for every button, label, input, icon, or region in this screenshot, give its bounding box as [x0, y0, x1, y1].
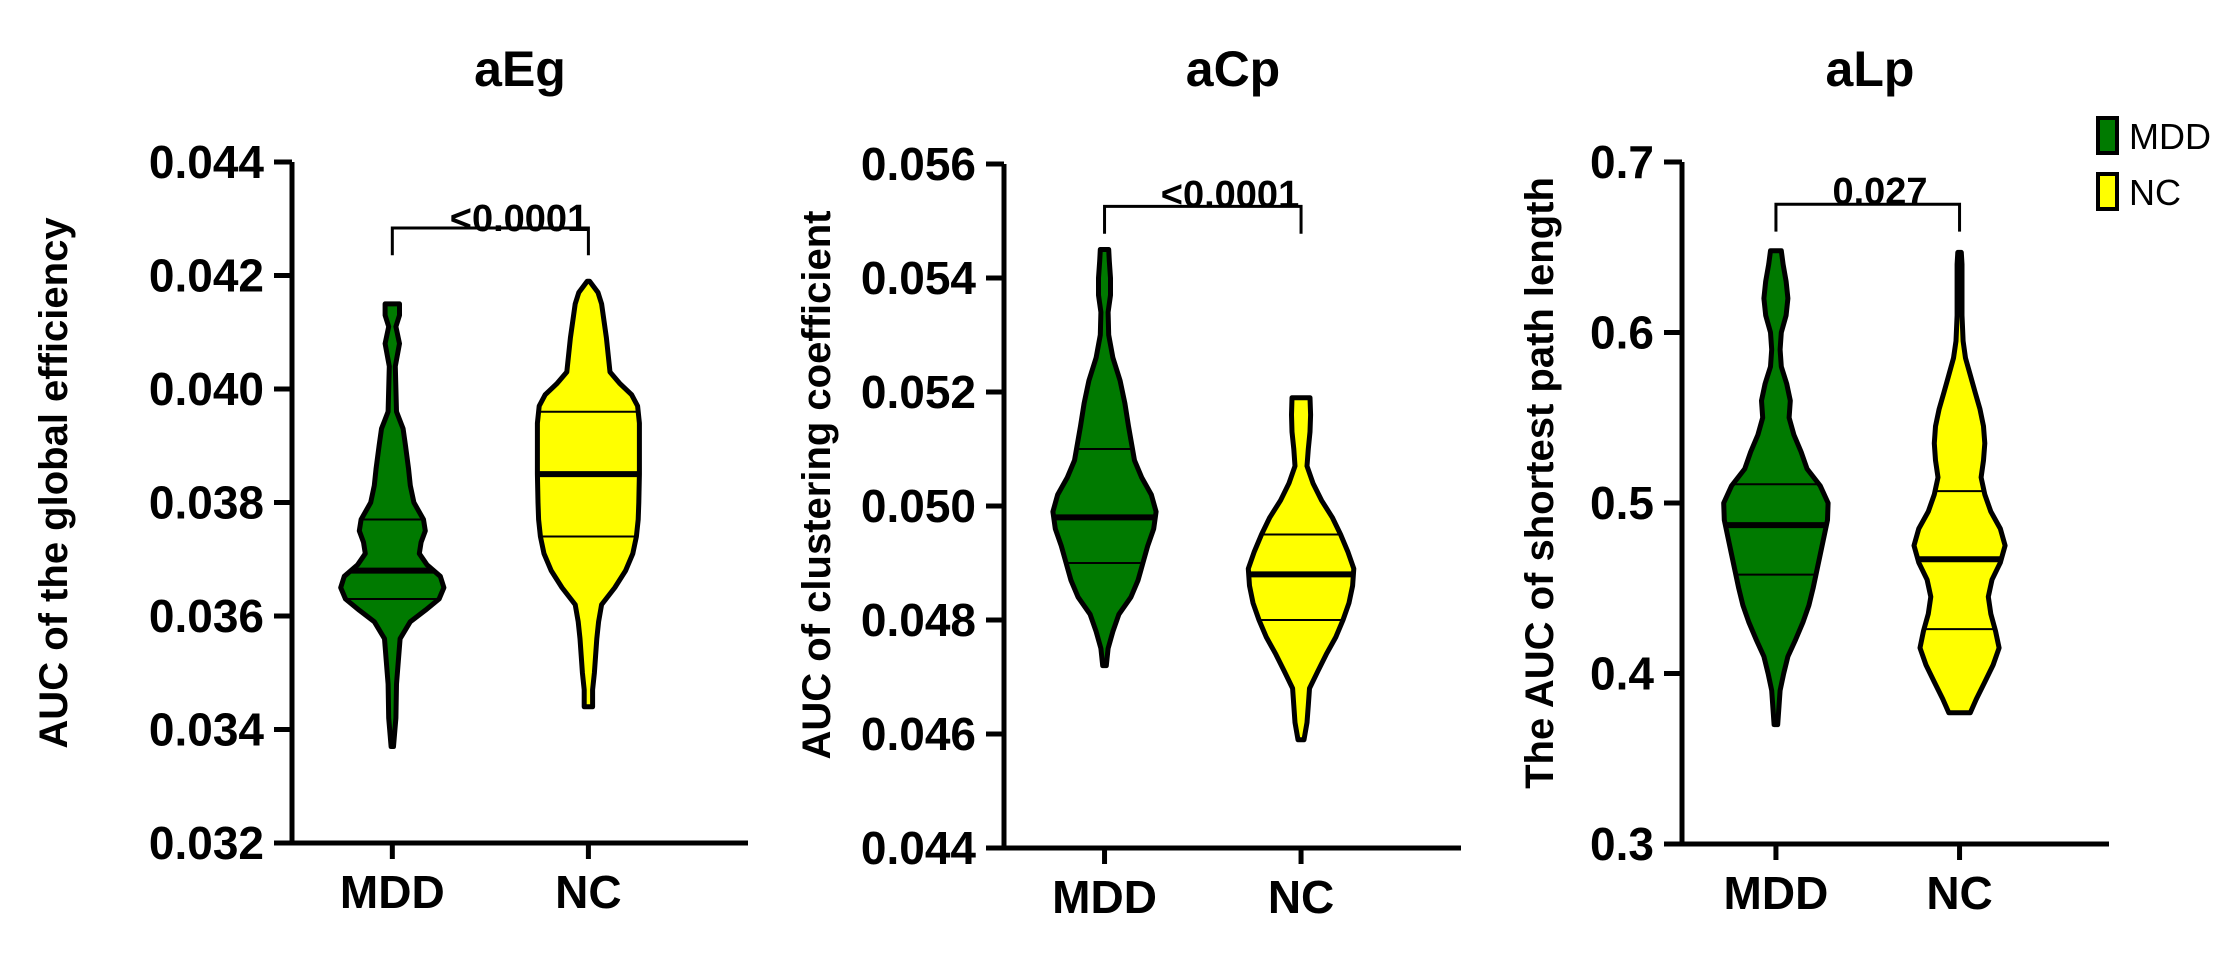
significance-bracket: [1774, 202, 1962, 232]
x-tick-label: NC: [1268, 871, 1334, 923]
y-axis-label: AUC of the global efficiency: [32, 217, 76, 749]
y-tick-label: 0.050: [861, 480, 976, 532]
y-tick-label: 0.044: [149, 136, 265, 188]
legend-label-nc: NC: [2129, 172, 2181, 213]
y-tick-label: 0.5: [1590, 477, 1654, 529]
y-tick-label: 0.038: [149, 477, 264, 529]
violin-nc: [1911, 249, 2008, 716]
y-tick-label: 0.056: [861, 138, 976, 190]
panel-aeg: aEg AUC of the global efficiency 0.0320.…: [32, 41, 748, 918]
panel-alp: aLp The AUC of shortest path length 0.30…: [1518, 41, 2109, 919]
y-tick-label: 0.042: [149, 250, 264, 302]
panel-title: aCp: [1186, 41, 1280, 97]
y-tick-label: 0.036: [149, 590, 264, 642]
significance-bracket: [390, 226, 590, 256]
violin-mdd: [1050, 247, 1159, 669]
x-tick-label: MDD: [1724, 867, 1829, 919]
legend-swatch-mdd: [2096, 116, 2119, 155]
p-value-label: 0.027: [1832, 171, 1927, 213]
y-axis-label: The AUC of shortest path length: [1518, 177, 1562, 789]
legend-label-mdd: MDD: [2129, 116, 2211, 157]
p-value-label: <0.0001: [450, 198, 588, 240]
violin-mdd: [1721, 248, 1831, 728]
y-tick-label: 0.3: [1590, 818, 1654, 870]
panel-title: aEg: [474, 41, 566, 97]
p-value-label: <0.0001: [1161, 174, 1299, 216]
violin-nc: [1245, 395, 1357, 743]
panel-title: aLp: [1826, 41, 1915, 97]
y-tick-label: 0.048: [861, 594, 976, 646]
y-tick-label: 0.034: [149, 704, 265, 756]
plot-area: 0.044 0.046 0.048 0.050 0.052 0.054 0.056 MDD NC: [861, 138, 1461, 923]
legend: MDD NC: [2096, 116, 2211, 213]
y-tick-label: 0.032: [149, 817, 264, 869]
y-tick-label: 0.052: [861, 366, 976, 418]
plot-area: 0.032 0.034 0.036 0.038 0.040 0.042 0.044 MDD NC: [149, 136, 748, 918]
y-tick-label: 0.054: [861, 252, 977, 304]
y-tick-label: 0.7: [1590, 136, 1654, 188]
x-tick-label: MDD: [1052, 871, 1157, 923]
violin-nc: [534, 278, 642, 710]
x-tick-label: NC: [555, 866, 621, 918]
x-tick-label: NC: [1926, 867, 1992, 919]
y-tick-label: 0.046: [861, 708, 976, 760]
plot-area: 0.3 0.4 0.5 0.6 0.7 MDD NC: [1590, 136, 2109, 919]
y-tick-label: 0.044: [861, 822, 977, 874]
x-tick-label: MDD: [340, 866, 445, 918]
violin-mdd: [338, 301, 447, 749]
legend-swatch-nc: [2096, 172, 2119, 211]
y-tick-label: 0.040: [149, 363, 264, 415]
y-axis-label: AUC of clustering coefficient: [795, 211, 839, 760]
y-tick-label: 0.4: [1590, 648, 1654, 700]
panel-acp: aCp AUC of clustering coefficient 0.0440…: [795, 41, 1461, 923]
y-tick-label: 0.6: [1590, 307, 1654, 359]
significance-bracket: [1103, 204, 1303, 234]
